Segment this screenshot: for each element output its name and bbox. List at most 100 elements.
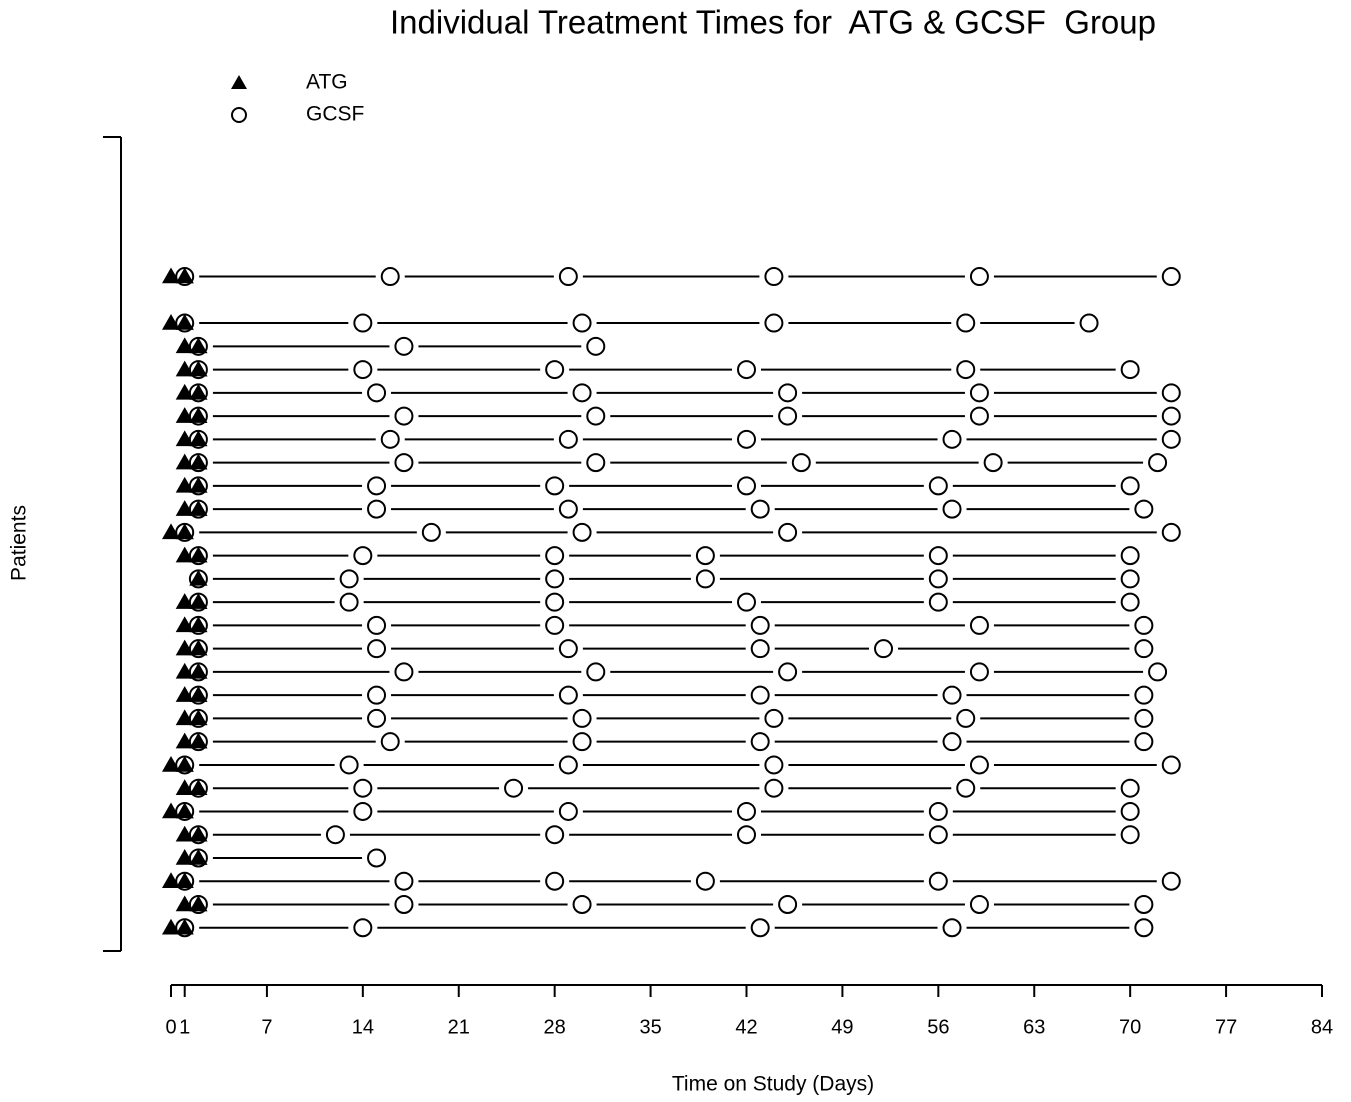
gcsf-marker	[367, 383, 387, 403]
gcsf-marker	[956, 313, 976, 333]
gcsf-marker	[545, 360, 565, 380]
atg-marker	[175, 709, 194, 726]
atg-marker	[175, 616, 194, 633]
atg-marker	[175, 430, 194, 447]
atg-marker	[175, 779, 194, 795]
x-tick-label: 28	[544, 1016, 566, 1038]
gcsf-marker	[586, 453, 606, 473]
gcsf-marker	[750, 499, 770, 519]
gcsf-marker	[750, 732, 770, 752]
atg-marker	[189, 686, 208, 702]
atg-marker	[189, 569, 208, 586]
gcsf-marker	[956, 778, 976, 798]
gcsf-marker	[380, 267, 400, 287]
x-tick-label: 7	[261, 1016, 272, 1038]
atg-marker	[189, 825, 208, 842]
gcsf-marker	[558, 755, 578, 775]
gcsf-marker	[750, 639, 770, 659]
gcsf-marker	[367, 615, 387, 635]
gcsf-marker	[874, 639, 894, 659]
gcsf-marker	[339, 569, 359, 589]
gcsf-marker	[558, 499, 578, 519]
atg-marker	[175, 546, 194, 563]
atg-marker	[189, 732, 208, 749]
gcsf-marker	[339, 592, 359, 612]
gcsf-marker	[394, 453, 414, 473]
gcsf-marker	[572, 313, 592, 333]
gcsf-marker	[1120, 592, 1140, 612]
gcsf-marker	[956, 708, 976, 728]
gcsf-marker	[545, 871, 565, 891]
gcsf-marker	[750, 918, 770, 938]
atg-marker	[189, 546, 208, 563]
x-tick-label: 77	[1215, 1016, 1237, 1038]
gcsf-marker	[1148, 662, 1168, 682]
gcsf-marker	[737, 476, 756, 496]
atg-marker	[175, 383, 194, 400]
legend-marker	[231, 75, 247, 89]
gcsf-marker	[928, 871, 948, 891]
gcsf-marker	[778, 662, 798, 682]
atg-marker	[189, 662, 208, 679]
gcsf-marker	[1120, 778, 1140, 798]
gcsf-marker	[942, 499, 962, 519]
x-tick-label: 49	[831, 1016, 853, 1038]
gcsf-marker	[353, 801, 373, 821]
gcsf-marker	[942, 732, 962, 752]
x-tick-label: 56	[927, 1016, 949, 1038]
atg-marker	[175, 848, 194, 865]
gcsf-marker	[764, 778, 784, 798]
legend-label: ATG	[306, 71, 348, 94]
gcsf-marker	[572, 383, 592, 403]
gcsf-marker	[942, 918, 962, 938]
gcsf-marker	[737, 360, 756, 380]
gcsf-marker	[928, 801, 948, 821]
gcsf-marker	[353, 313, 373, 333]
gcsf-marker	[942, 429, 962, 449]
atg-marker	[189, 430, 208, 447]
gcsf-marker	[1134, 708, 1154, 728]
atg-marker	[175, 802, 194, 819]
gcsf-marker	[504, 778, 524, 798]
gcsf-marker	[1120, 569, 1140, 589]
gcsf-marker	[367, 848, 387, 868]
gcsf-marker	[1120, 825, 1140, 845]
gcsf-marker	[695, 871, 715, 891]
gcsf-marker	[737, 592, 756, 612]
x-axis-label: Time on Study (Days)	[672, 1073, 874, 1096]
atg-marker	[175, 686, 194, 702]
gcsf-marker	[1161, 406, 1181, 426]
gcsf-marker	[778, 894, 798, 914]
gcsf-marker	[545, 546, 565, 566]
atg-marker	[189, 360, 208, 377]
gcsf-marker	[695, 546, 715, 566]
chart-title: Individual Treatment Times for ATG & GCS…	[390, 4, 1156, 41]
atg-marker	[175, 314, 194, 330]
gcsf-marker	[558, 801, 578, 821]
x-tick-label: 1	[179, 1016, 190, 1038]
gcsf-marker	[791, 453, 811, 473]
gcsf-marker	[394, 894, 414, 914]
atg-marker	[175, 732, 194, 749]
x-tick-label: 84	[1311, 1016, 1333, 1038]
gcsf-marker	[1161, 383, 1181, 403]
gcsf-marker	[1134, 499, 1154, 519]
gcsf-marker	[778, 522, 798, 542]
atg-marker	[175, 593, 194, 609]
atg-marker	[175, 453, 194, 470]
atg-marker	[162, 802, 180, 819]
gcsf-marker	[1161, 755, 1181, 775]
atg-marker	[175, 523, 194, 540]
gcsf-marker	[750, 685, 770, 705]
gcsf-marker	[572, 894, 592, 914]
gcsf-marker	[969, 615, 989, 635]
gcsf-marker	[764, 708, 784, 728]
atg-marker	[189, 453, 208, 470]
gcsf-marker	[695, 569, 715, 589]
gcsf-marker	[942, 685, 962, 705]
gcsf-marker	[325, 825, 345, 845]
gcsf-marker	[380, 429, 400, 449]
gcsf-marker	[1148, 453, 1168, 473]
gcsf-marker	[545, 592, 565, 612]
